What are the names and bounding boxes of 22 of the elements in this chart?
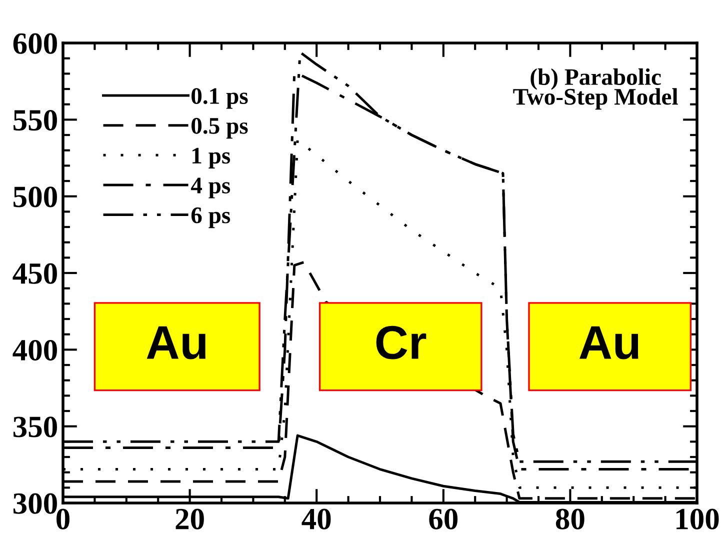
- annotation: Cr: [376, 326, 426, 360]
- y-tick-label: 300: [13, 493, 57, 514]
- annotation: (b) Parabolic Two-Step Model: [513, 68, 678, 110]
- y-tick-label: 500: [14, 186, 57, 208]
- legend-label: 0.1 ps: [192, 88, 248, 109]
- x-tick-label: 100: [676, 508, 719, 530]
- legend-label: 0.5 ps: [192, 118, 248, 139]
- legend-label: 4 ps: [190, 178, 230, 198]
- x-tick-label: 60: [429, 508, 458, 530]
- annotation: Au: [580, 326, 638, 360]
- x-tick-label: 40: [302, 508, 331, 530]
- annotation: Au: [146, 326, 206, 360]
- y-tick-label: 350: [13, 416, 57, 438]
- legend-label: 6 ps: [191, 207, 230, 228]
- legend-label: 1 ps: [192, 148, 230, 168]
- x-tick-label: 80: [556, 508, 584, 530]
- x-tick-label: 0: [56, 508, 70, 530]
- y-tick-label: 450: [12, 263, 57, 284]
- y-tick-label: 400: [12, 340, 57, 361]
- y-tick-label: 600: [13, 33, 57, 54]
- y-tick-label: 550: [14, 110, 57, 131]
- x-tick-label: 20: [176, 508, 204, 530]
